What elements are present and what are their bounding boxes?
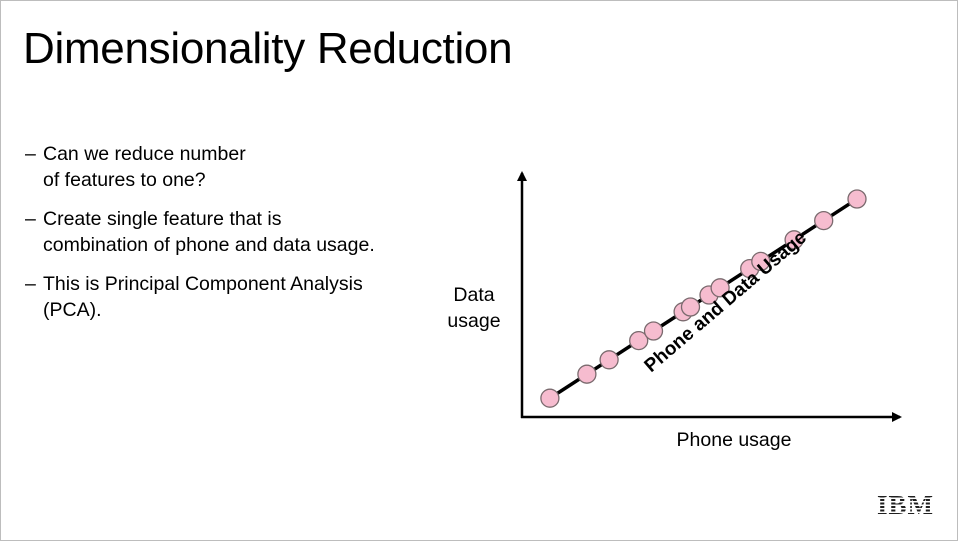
bullet-text: combination of phone and data usage. xyxy=(43,234,375,256)
bullet-item: – Create single feature that is combinat… xyxy=(25,206,425,258)
data-point xyxy=(629,330,649,351)
bullet-item: – Can we reduce number of features to on… xyxy=(25,141,425,193)
bullet-dash: – xyxy=(25,273,36,295)
bullet-dash: – xyxy=(25,208,36,230)
bullet-dash: – xyxy=(25,143,36,165)
bullet-text: of features to one? xyxy=(43,169,206,191)
data-point xyxy=(680,297,701,317)
y-axis-label-line: usage xyxy=(447,310,501,332)
data-point xyxy=(784,230,804,250)
bullet-item: – This is Principal Component Analysis (… xyxy=(25,271,425,323)
data-point xyxy=(599,350,619,370)
bullet-text: Create single feature that is xyxy=(43,208,282,230)
ibm-logo: IBM xyxy=(877,490,934,520)
line-label: Phone and Data Usage xyxy=(641,227,811,377)
bullet-text: (PCA). xyxy=(43,299,102,321)
data-point xyxy=(710,278,730,298)
data-point xyxy=(751,251,771,272)
bullet-text: Can we reduce number xyxy=(43,143,246,165)
data-point xyxy=(540,388,560,408)
bullet-list: – Can we reduce number of features to on… xyxy=(25,141,425,336)
data-point xyxy=(577,364,597,384)
bullet-text: This is Principal Component Analysis xyxy=(43,273,363,295)
x-axis-label: Phone usage xyxy=(676,429,792,451)
y-axis-label-line: Data xyxy=(453,284,495,306)
y-axis-label: Data usage xyxy=(441,282,507,334)
slide-title: Dimensionality Reduction xyxy=(23,24,513,73)
data-point xyxy=(814,210,834,231)
data-point xyxy=(847,189,867,209)
data-point xyxy=(643,321,664,341)
